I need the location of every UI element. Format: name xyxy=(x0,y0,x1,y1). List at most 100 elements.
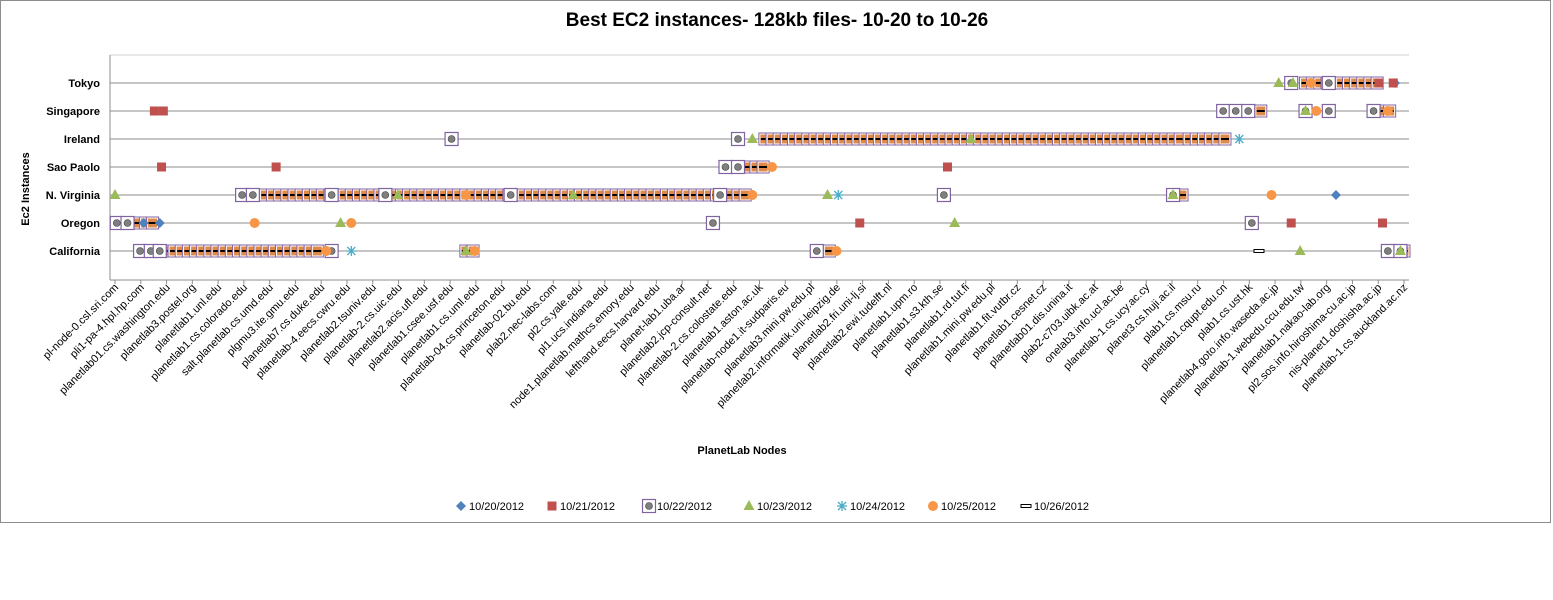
data-point-dash xyxy=(469,194,478,196)
y-tick-label: Tokyo xyxy=(68,78,100,90)
data-point-inner xyxy=(1231,107,1240,115)
data-point-dash xyxy=(810,138,819,140)
data-point-dash xyxy=(1133,138,1142,140)
data-point-dash xyxy=(275,194,284,196)
data-point-dash xyxy=(1178,194,1187,196)
legend-label: 10/26/2012 xyxy=(1034,501,1089,513)
data-point-dash xyxy=(1301,82,1310,84)
data-point-dash xyxy=(655,194,664,196)
data-point-dash xyxy=(691,194,700,196)
data-point-dash xyxy=(397,194,406,196)
data-point xyxy=(321,246,332,256)
legend-label: 10/24/2012 xyxy=(850,501,905,513)
data-point-dash xyxy=(789,138,798,140)
data-point xyxy=(928,501,938,511)
data-point xyxy=(1394,245,1406,255)
data-point-inner xyxy=(645,502,653,510)
data-point-dash xyxy=(248,250,257,252)
chart-frame: Best EC2 instances- 128kb files- 10-20 t… xyxy=(0,0,1551,523)
data-point-dash xyxy=(354,194,363,196)
data-point-inner xyxy=(381,191,390,199)
data-point-inner xyxy=(506,191,515,199)
data-point-dash xyxy=(1378,110,1387,112)
data-point xyxy=(109,189,121,199)
data-point-dash xyxy=(669,194,678,196)
data-point-dash xyxy=(184,250,193,252)
y-axis-title: Ec2 Instances xyxy=(20,152,32,225)
data-point xyxy=(547,501,557,511)
data-point-inner xyxy=(716,191,724,199)
data-point-dash xyxy=(782,138,791,140)
data-point-dash xyxy=(896,138,905,140)
data-point-dash xyxy=(1315,82,1324,84)
data-point-dash xyxy=(818,138,827,140)
legend-item: 10/20/2012 xyxy=(456,501,524,513)
data-point-dash xyxy=(1185,138,1194,140)
data-point-dash xyxy=(1018,138,1027,140)
data-point-dash xyxy=(1083,138,1092,140)
data-point xyxy=(1294,245,1306,255)
data-point-dash xyxy=(191,250,200,252)
data-point-dash xyxy=(904,138,913,140)
data-point-dash xyxy=(1040,138,1049,140)
data-point xyxy=(460,245,472,255)
data-point-dash xyxy=(1337,82,1346,84)
data-point-dash xyxy=(662,194,671,196)
data-point-dash xyxy=(170,250,179,252)
data-point-inner xyxy=(155,247,164,255)
data-point-dash xyxy=(297,194,306,196)
chart-title: Best EC2 instances- 128kb files- 10-20 t… xyxy=(566,10,988,31)
data-point-dash xyxy=(268,194,277,196)
data-point xyxy=(1253,249,1265,253)
data-point-dash xyxy=(1104,138,1113,140)
dense-run xyxy=(758,132,1187,146)
legend-label: 10/20/2012 xyxy=(469,501,524,513)
data-point xyxy=(833,190,844,200)
dense-run xyxy=(244,188,752,202)
legend-label: 10/23/2012 xyxy=(757,501,812,513)
data-point-inner xyxy=(238,191,246,199)
legend-item: 10/25/2012 xyxy=(928,501,996,513)
data-point-dash xyxy=(270,250,279,252)
data-point-inner xyxy=(734,163,742,171)
series-10-26-2012 xyxy=(1253,249,1265,253)
data-point-dash xyxy=(483,194,492,196)
dense-run xyxy=(146,244,324,258)
data-point-inner xyxy=(1219,107,1227,115)
data-point xyxy=(767,162,778,172)
data-point-inner xyxy=(721,163,730,171)
data-point xyxy=(1388,78,1398,88)
data-point-dash xyxy=(411,194,420,196)
y-tick-label: Oregon xyxy=(61,218,100,230)
data-point-inner xyxy=(734,135,742,143)
series-10-24-2012 xyxy=(346,134,1245,256)
data-point-dash xyxy=(426,194,435,196)
data-point-dash xyxy=(1075,138,1084,140)
data-point-dash xyxy=(839,138,848,140)
data-point-dash xyxy=(939,138,948,140)
data-point-dash xyxy=(676,194,685,196)
data-point-dash xyxy=(846,138,855,140)
data-point-dash xyxy=(213,250,222,252)
data-point-dash xyxy=(306,250,315,252)
data-point-dash xyxy=(490,194,499,196)
data-point-inner xyxy=(709,219,717,227)
data-point-dash xyxy=(954,138,963,140)
data-point-dash xyxy=(454,194,463,196)
data-point-dash xyxy=(640,194,649,196)
data-point-dash xyxy=(205,250,214,252)
data-point-dash xyxy=(803,138,812,140)
data-point-dash xyxy=(1256,110,1265,112)
data-point-dash xyxy=(583,194,592,196)
data-point xyxy=(567,189,579,199)
data-point xyxy=(837,501,847,511)
data-point-dash xyxy=(554,194,563,196)
data-point-dash xyxy=(911,138,920,140)
data-point-dash xyxy=(298,250,307,252)
series-10-25-2012 xyxy=(249,78,1393,256)
plot-area: California Oregon N. Virginia Sao Paolo Irel… xyxy=(41,54,1411,411)
data-point-inner xyxy=(249,191,257,199)
data-point-dash xyxy=(1358,82,1367,84)
data-point-dash xyxy=(1025,138,1034,140)
legend-item: 10/26/2012 xyxy=(1020,501,1089,513)
